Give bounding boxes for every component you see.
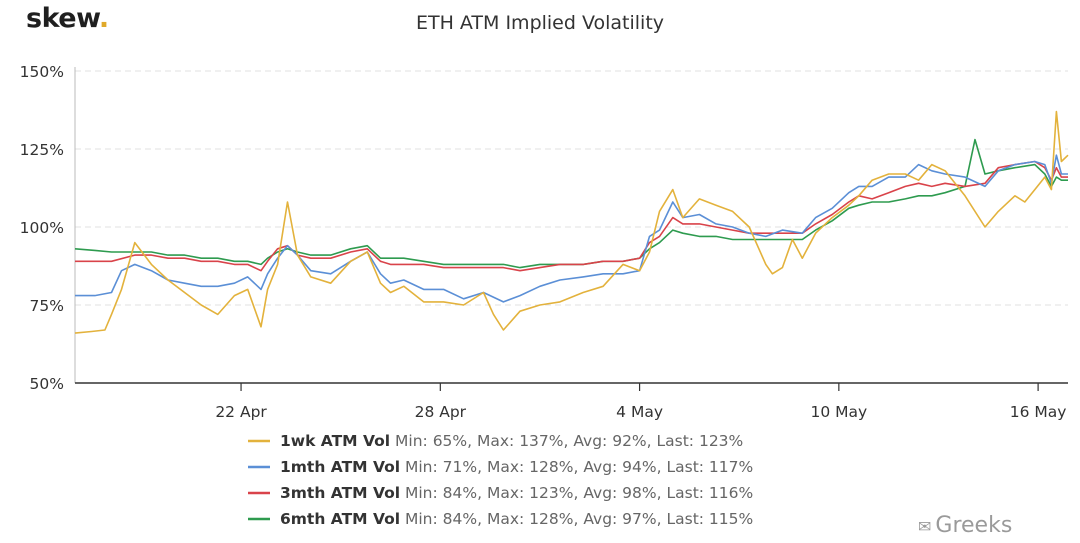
x-tick-label: 16 May (1010, 403, 1067, 421)
x-tick-label: 28 Apr (415, 403, 467, 421)
series-line-2 (75, 154, 1068, 303)
watermark-text: Greeks (935, 513, 1013, 538)
grid-layer (75, 70, 1068, 306)
y-tick-label: 150% (20, 63, 64, 81)
y-tick-label: 100% (20, 219, 64, 237)
legend-label: 6mth ATM Vol Min: 84%, Max: 128%, Avg: 9… (280, 510, 753, 528)
legend: 1wk ATM Vol Min: 65%, Max: 137%, Avg: 92… (248, 432, 753, 528)
legend-series-stats: Min: 65%, Max: 137%, Avg: 92%, Last: 123… (390, 432, 743, 450)
x-tick-label: 10 May (810, 403, 867, 421)
y-tick-label: 125% (20, 141, 64, 159)
series-line-4 (74, 138, 1068, 269)
legend-label: 1mth ATM Vol Min: 71%, Max: 128%, Avg: 9… (280, 458, 753, 476)
chart-title: ETH ATM Implied Volatility (415, 12, 665, 34)
series-line-3 (75, 160, 1068, 272)
legend-series-name: 1wk ATM Vol (280, 432, 390, 450)
legend-series-stats: Min: 84%, Max: 128%, Avg: 97%, Last: 115… (400, 510, 753, 528)
legend-item[interactable]: 6mth ATM Vol Min: 84%, Max: 128%, Avg: 9… (248, 510, 753, 528)
legend-series-stats: Min: 71%, Max: 128%, Avg: 94%, Last: 117… (400, 458, 753, 476)
legend-series-stats: Min: 84%, Max: 123%, Avg: 98%, Last: 116… (400, 484, 753, 502)
x-tick-label: 22 Apr (215, 403, 267, 421)
legend-item[interactable]: 1wk ATM Vol Min: 65%, Max: 137%, Avg: 92… (248, 432, 743, 450)
legend-label: 1wk ATM Vol Min: 65%, Max: 137%, Avg: 92… (280, 432, 743, 450)
legend-series-name: 1mth ATM Vol (280, 458, 400, 476)
axis-layer: 50% 75% 100% 125% 150% 22 Apr 28 Apr 4 May 10 Ma… (20, 63, 1068, 421)
legend-item[interactable]: 3mth ATM Vol Min: 84%, Max: 123%, Avg: 9… (248, 484, 753, 502)
legend-item[interactable]: 1mth ATM Vol Min: 71%, Max: 128%, Avg: 9… (248, 458, 753, 476)
series-line-1 (74, 110, 1069, 334)
wechat-icon: ✉ (918, 517, 932, 536)
watermark: ✉ Greeks (918, 513, 1012, 538)
legend-label: 3mth ATM Vol Min: 84%, Max: 123%, Avg: 9… (280, 484, 753, 502)
legend-series-name: 6mth ATM Vol (280, 510, 400, 528)
legend-series-name: 3mth ATM Vol (280, 484, 400, 502)
skew-logo: skew. (26, 3, 109, 34)
y-tick-label: 50% (30, 375, 64, 393)
y-tick-label: 75% (30, 297, 64, 315)
x-tick-label: 4 May (616, 403, 663, 421)
series-layer (74, 110, 1069, 334)
